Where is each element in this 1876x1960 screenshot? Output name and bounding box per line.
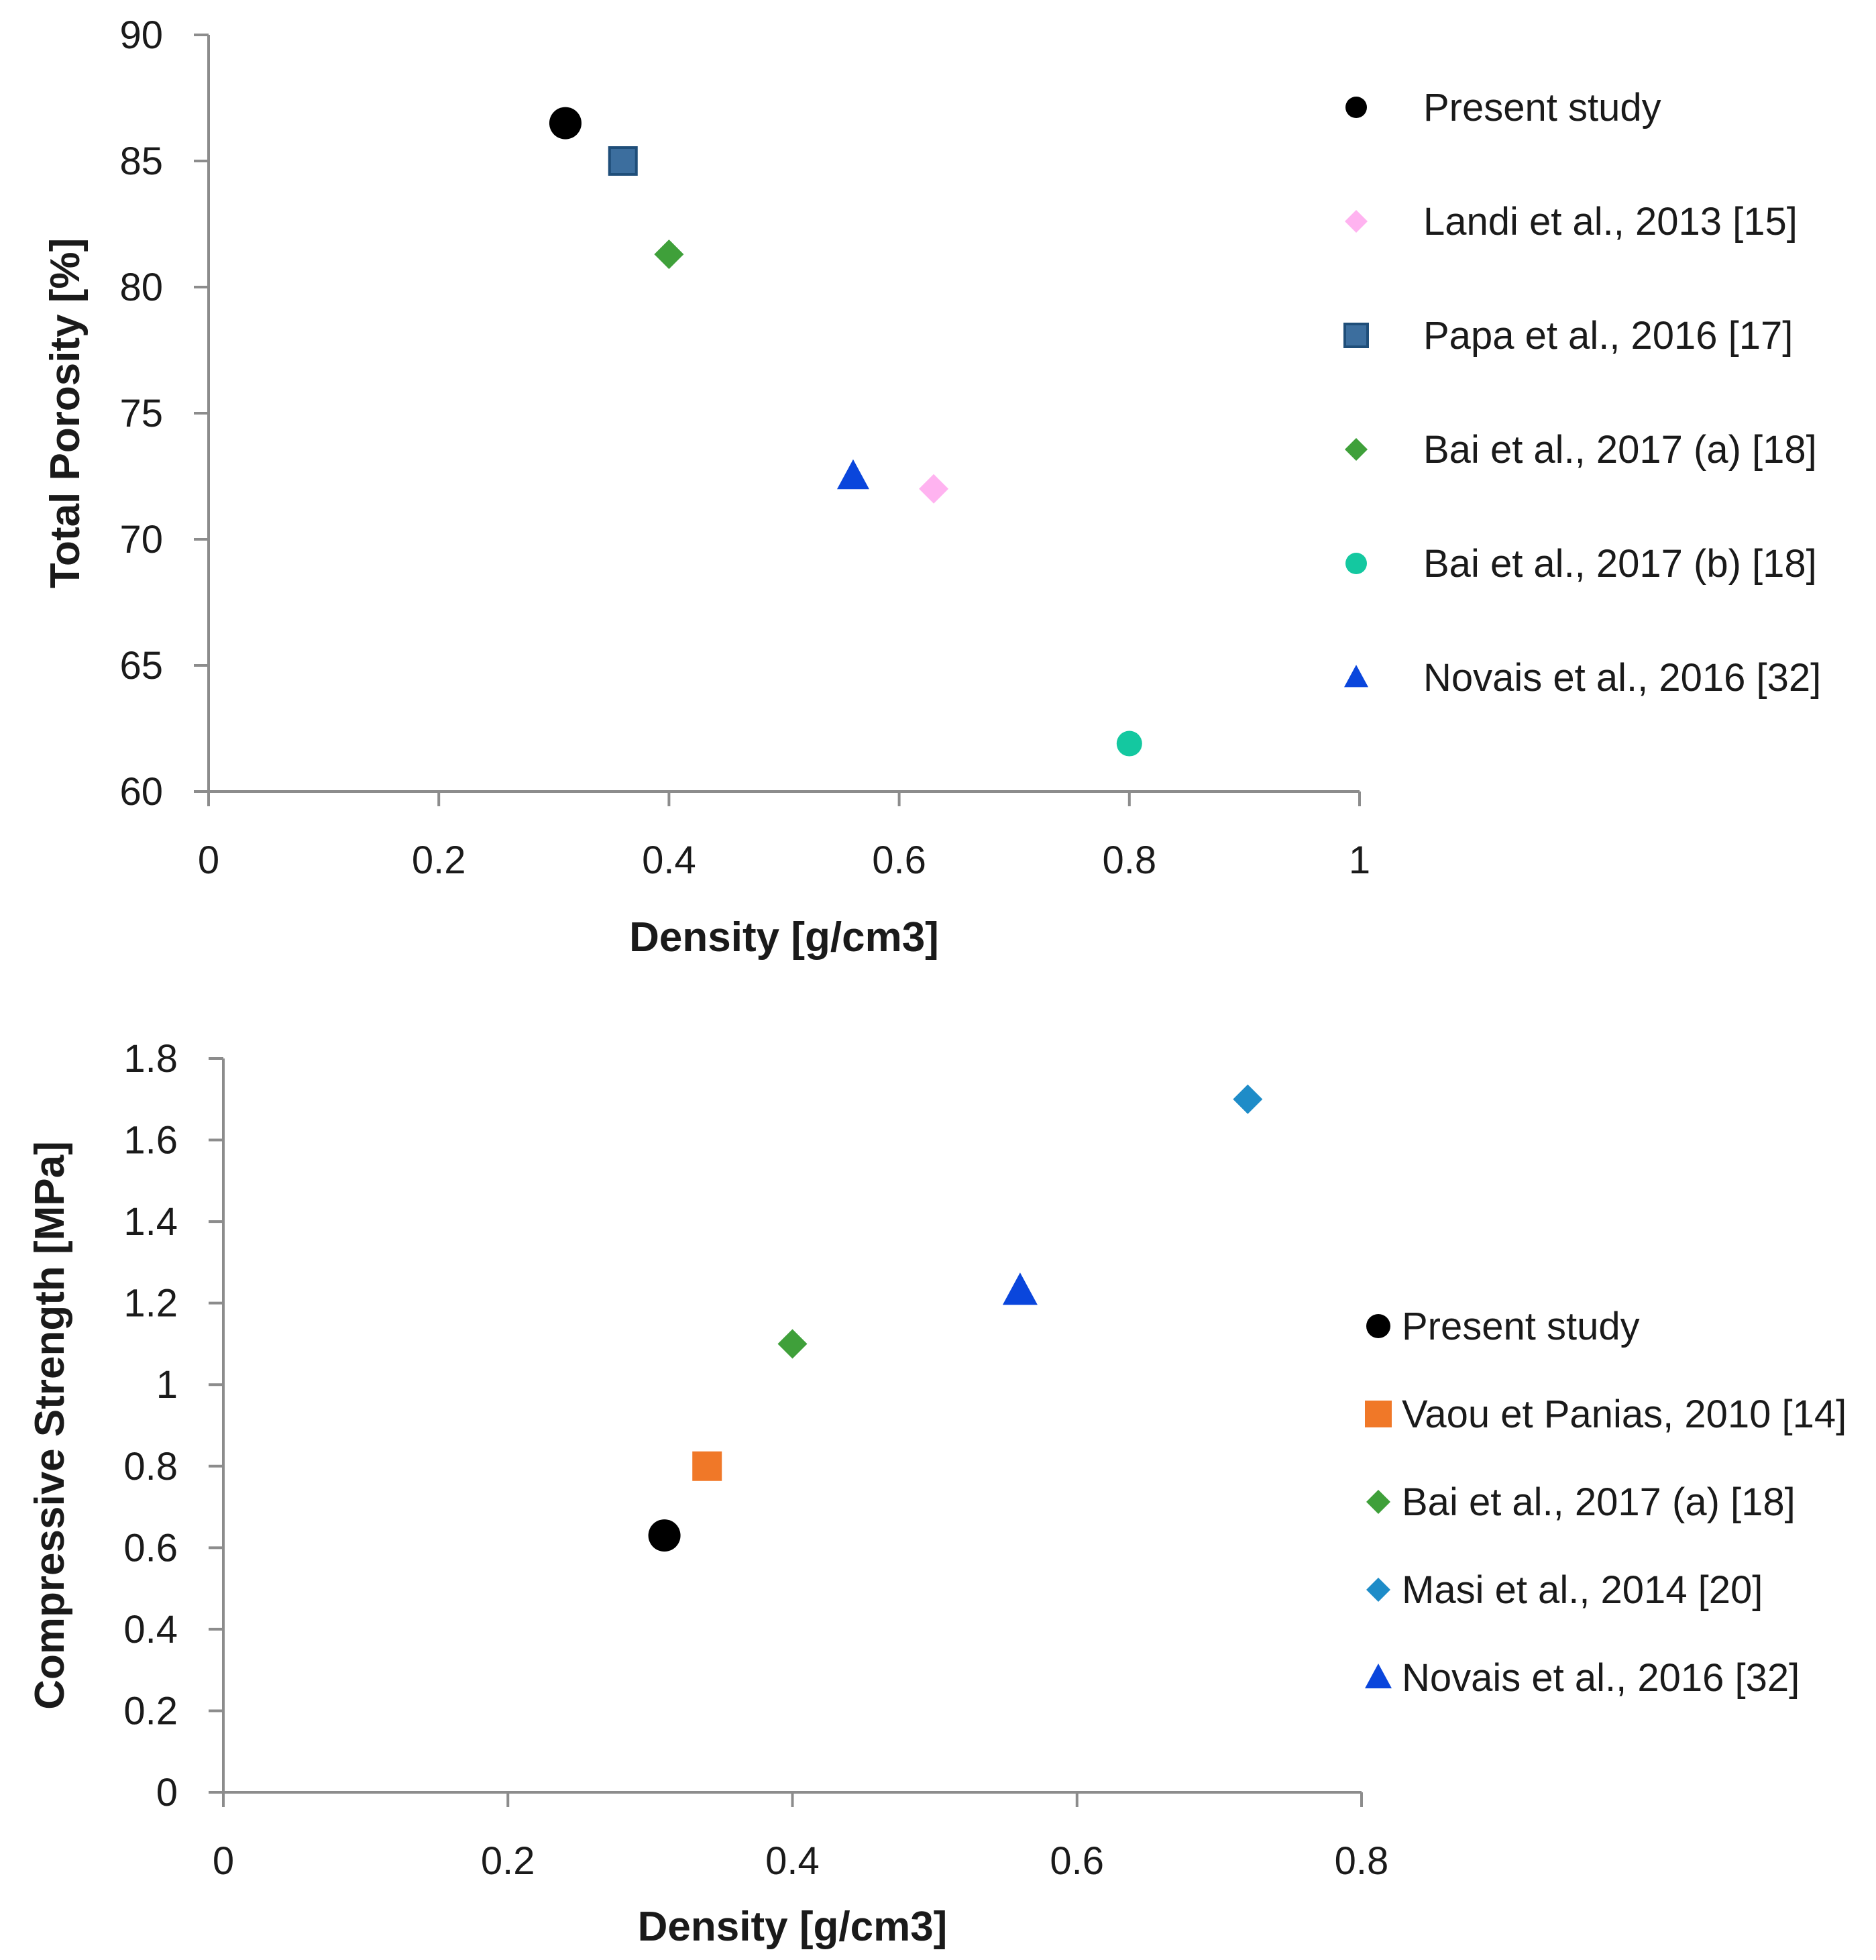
porosity-chart: 60 65 70 75 80 85 90 0 0.2 0.4 0.6 0.8 1 Density [g/c… [42, 13, 1821, 961]
x-tick-label: 0.4 [642, 838, 696, 882]
data-point [608, 146, 638, 176]
y-axis-label: Total Porosity [%] [42, 238, 89, 588]
legend-label: Novais et al., 2016 [32] [1402, 1656, 1800, 1700]
y-tick-label: 1.2 [123, 1282, 178, 1325]
data-point [1002, 1272, 1038, 1305]
x-tick-label: 0.2 [412, 838, 466, 882]
data-point [1116, 730, 1142, 757]
strength-chart: 0 0.2 0.4 0.6 0.8 1 1.2 1.4 1.6 1.8 0 0.2 0.4 0.6 0.8 D… [27, 1037, 1846, 1950]
legend-label: Masi et al., 2014 [20] [1402, 1568, 1763, 1612]
data-point [654, 239, 684, 270]
y-tick-label: 60 [119, 770, 163, 814]
x-tick-label: 0.8 [1102, 838, 1156, 882]
x-tick-label: 0 [198, 838, 219, 882]
y-tick-label: 1.6 [123, 1119, 178, 1162]
y-tick-label: 0.4 [123, 1608, 178, 1651]
y-tick-label: 0 [156, 1771, 178, 1814]
legend-label: Bai et al., 2017 (a) [18] [1423, 428, 1817, 472]
legend-marker [1366, 1490, 1390, 1514]
legend-label: Landi et al., 2013 [15] [1423, 200, 1798, 243]
legend-marker [1345, 210, 1368, 233]
x-axis-label: Density [g/cm3] [638, 1904, 948, 1950]
x-tick-label: 0.4 [765, 1839, 820, 1883]
x-tick-label: 0.8 [1335, 1839, 1389, 1883]
legend-marker [1365, 1664, 1392, 1688]
y-tick-label: 0.6 [123, 1526, 178, 1570]
y-tick-label: 85 [119, 140, 163, 183]
y-tick-label: 1.8 [123, 1037, 178, 1081]
x-axis-label: Density [g/cm3] [629, 914, 939, 961]
y-tick-label: 0.8 [123, 1445, 178, 1488]
data-point [919, 474, 949, 504]
legend-label: Present study [1423, 86, 1661, 129]
y-tick-label: 65 [119, 644, 163, 688]
data-point [836, 459, 869, 490]
legend-label: Vaou et Panias, 2010 [14] [1402, 1393, 1846, 1436]
y-tick-label: 1 [156, 1363, 178, 1407]
legend-marker [1366, 1314, 1390, 1338]
y-tick-label: 80 [119, 266, 163, 309]
legend-marker [1366, 1578, 1390, 1602]
data-point [549, 107, 582, 140]
data-point [777, 1329, 808, 1359]
legend-label: Bai et al., 2017 (b) [18] [1423, 542, 1817, 586]
legend-marker [1345, 553, 1367, 574]
legend-marker [1344, 665, 1368, 688]
legend-label: Present study [1402, 1305, 1640, 1348]
legend-marker [1343, 323, 1369, 348]
legend-label: Papa et al., 2016 [17] [1423, 314, 1793, 358]
x-tick-label: 1 [1349, 838, 1370, 882]
legend-marker [1345, 438, 1368, 461]
y-tick-label: 1.4 [123, 1200, 178, 1244]
legend-label: Bai et al., 2017 (a) [18] [1402, 1480, 1796, 1524]
x-tick-label: 0.2 [481, 1839, 535, 1883]
y-axis-label: Compressive Strength [MPa] [27, 1141, 73, 1710]
y-tick-label: 75 [119, 392, 163, 435]
legend-marker [1345, 97, 1367, 118]
legend-label: Novais et al., 2016 [32] [1423, 656, 1821, 700]
x-tick-label: 0.6 [872, 838, 926, 882]
x-tick-label: 0 [213, 1839, 234, 1883]
x-tick-label: 0.6 [1050, 1839, 1104, 1883]
data-point [692, 1451, 722, 1481]
legend-marker [1365, 1401, 1392, 1427]
data-point [1233, 1084, 1263, 1114]
y-tick-label: 0.2 [123, 1689, 178, 1733]
y-tick-label: 90 [119, 13, 163, 57]
y-tick-label: 70 [119, 518, 163, 561]
data-point [648, 1519, 681, 1552]
